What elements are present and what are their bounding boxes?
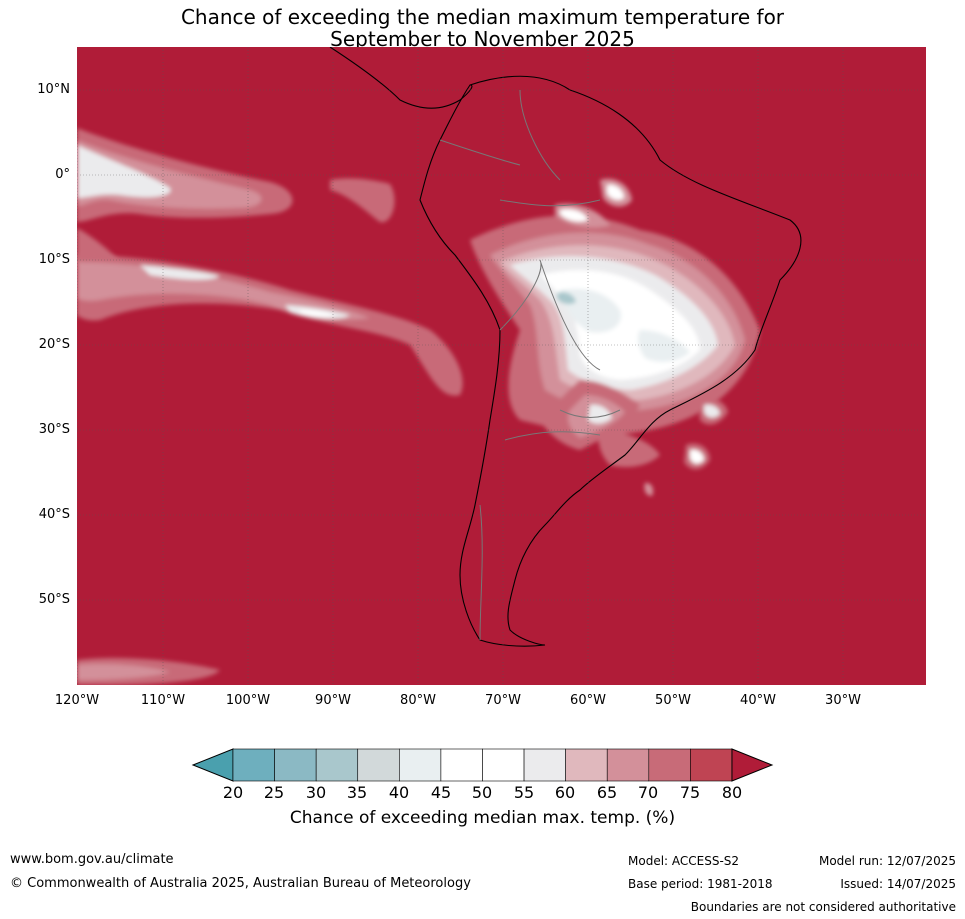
colorbar-tick: 35 [346,783,368,802]
colorbar-extension-high [731,748,774,782]
colorbar-tick: 55 [513,783,535,802]
lat-label: 40°S [38,507,70,522]
colorbar-tick: 70 [637,783,659,802]
pacific-anomaly-north [77,128,395,268]
south-america-coastline [419,75,802,647]
colorbar-tick: 65 [596,783,618,802]
map-title-line1: Chance of exceeding the median maximum t… [180,5,785,29]
colorbar-swatch [232,748,275,782]
graticule [77,47,926,685]
lon-label: 100°W [225,693,271,708]
lon-label: 50°W [655,693,691,708]
base-period: Base period: 1981-2018 [628,877,773,891]
map-title-line2: September to November 2025 [330,27,635,51]
central-america-coastline [329,47,473,109]
lon-label: 60°W [570,693,606,708]
lon-label: 90°W [315,693,351,708]
colorbar-tick: 80 [721,783,743,802]
lat-label: 0° [55,167,70,182]
pacific-anomaly-south [77,255,463,396]
atlantic-anomaly [77,398,728,685]
lon-label: 30°W [825,693,861,708]
colorbar-extension-low [191,748,234,782]
lon-label: 120°W [54,693,100,708]
map-background [77,47,926,685]
colorbar-swatch [274,748,317,782]
boundaries-disclaimer: Boundaries are not considered authoritat… [690,900,956,914]
colorbar-swatch [482,748,525,782]
colorbar-swatch [523,748,566,782]
colorbar-tick: 30 [305,783,327,802]
colorbar-swatch [565,748,608,782]
lat-label: 30°S [38,422,70,437]
colorbar-tick: 20 [222,783,244,802]
country-borders [439,89,621,641]
website-link[interactable]: www.bom.gov.au/climate [10,852,174,867]
colorbar-tick: 50 [471,783,493,802]
colorbar [191,748,774,782]
colorbar-swatch [399,748,442,782]
lat-label: 20°S [38,337,70,352]
lon-label: 110°W [140,693,186,708]
colorbar-label: Chance of exceeding median max. temp. (%… [289,808,676,828]
model-run-date: Model run: 12/07/2025 [818,854,956,868]
lon-label: 40°W [740,693,776,708]
colorbar-swatch [357,748,400,782]
colorbar-tick: 25 [263,783,285,802]
lat-label: 10°N [37,82,70,97]
lat-label: 10°S [38,252,70,267]
colorbar-tick: 75 [679,783,701,802]
colorbar-tick: 45 [430,783,452,802]
lon-label: 70°W [485,693,521,708]
lat-label: 50°S [38,592,70,607]
colorbar-swatch [315,748,359,782]
colorbar-swatch [440,748,483,782]
colorbar-tick: 60 [554,783,576,802]
colorbar-swatch [648,748,691,782]
model-name: Model: ACCESS-S2 [628,854,740,868]
copyright-text: © Commonwealth of Australia 2025, Austra… [10,876,471,891]
continent-anomaly [470,178,760,467]
colorbar-swatch [606,748,650,782]
colorbar-swatch [690,748,733,782]
colorbar-tick: 40 [388,783,410,802]
issued-date: Issued: 14/07/2025 [840,877,956,891]
lon-label: 80°W [400,693,436,708]
